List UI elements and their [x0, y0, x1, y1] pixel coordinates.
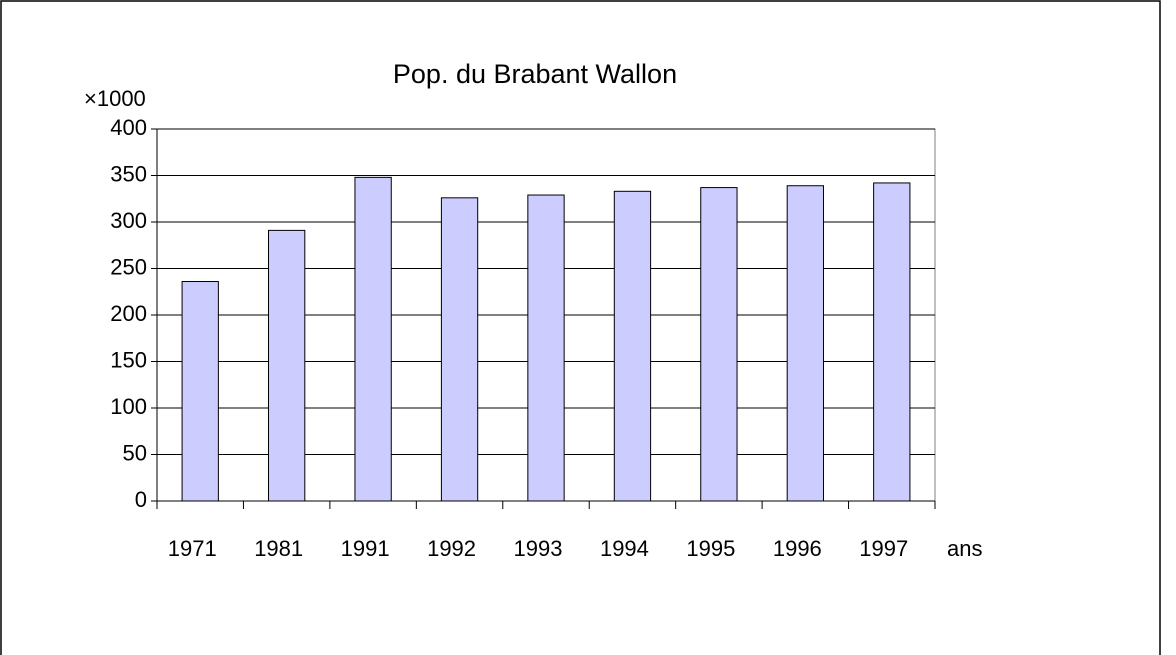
- x-tick-label: 1994: [600, 536, 649, 561]
- bar: [700, 187, 738, 502]
- x-tick-label: 1992: [427, 536, 476, 561]
- y-unit: ×1000: [84, 86, 146, 111]
- y-tick-label: 300: [110, 208, 147, 233]
- y-tick-label: 200: [110, 301, 147, 326]
- y-tick-label: 100: [110, 394, 147, 419]
- x-tick-label: 1971: [168, 536, 217, 561]
- y-tick-label: 50: [123, 440, 147, 465]
- bar: [613, 190, 652, 502]
- bar: [181, 281, 219, 502]
- x-tick-label: 1997: [859, 536, 908, 561]
- bar: [354, 176, 392, 502]
- x-tick-label: 1993: [514, 536, 563, 561]
- x-tick-label: 1991: [341, 536, 390, 561]
- y-tick-label: 400: [110, 115, 147, 140]
- y-tick-label: 150: [110, 347, 147, 372]
- bar: [268, 229, 306, 502]
- x-axis-label: ans: [947, 536, 982, 561]
- bar: [873, 182, 911, 502]
- y-tick-label: 350: [110, 161, 147, 186]
- x-tick-label: 1996: [773, 536, 822, 561]
- bar: [527, 194, 565, 502]
- y-tick-label: 0: [135, 487, 147, 512]
- bar: [786, 185, 824, 502]
- x-tick-label: 1981: [254, 536, 303, 561]
- x-tick-label: 1995: [686, 536, 735, 561]
- y-tick-label: 250: [110, 254, 147, 279]
- bar: [440, 197, 479, 502]
- chart-title: Pop. du Brabant Wallon: [393, 59, 677, 89]
